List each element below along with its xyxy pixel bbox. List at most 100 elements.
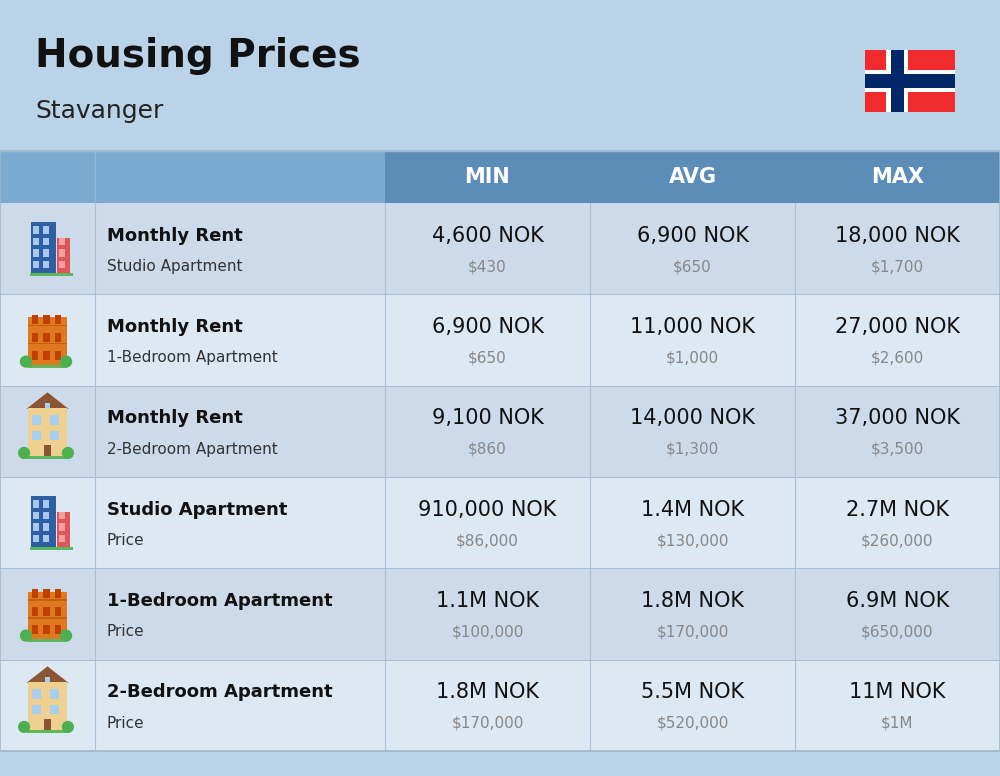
FancyBboxPatch shape [43, 400, 52, 411]
FancyBboxPatch shape [32, 415, 41, 424]
FancyBboxPatch shape [59, 261, 65, 268]
FancyBboxPatch shape [27, 730, 68, 733]
FancyBboxPatch shape [0, 477, 1000, 568]
FancyBboxPatch shape [43, 261, 49, 268]
Text: $86,000: $86,000 [456, 533, 519, 548]
Bar [0, 151, 1000, 751]
Polygon shape [26, 393, 68, 409]
Text: $100,000: $100,000 [451, 625, 524, 639]
FancyBboxPatch shape [30, 547, 73, 550]
FancyBboxPatch shape [0, 568, 1000, 660]
FancyBboxPatch shape [59, 512, 65, 519]
FancyBboxPatch shape [59, 523, 65, 531]
Text: Monthly Rent: Monthly Rent [107, 227, 243, 244]
FancyBboxPatch shape [31, 496, 56, 548]
FancyBboxPatch shape [45, 677, 50, 683]
FancyBboxPatch shape [33, 501, 39, 508]
FancyBboxPatch shape [32, 333, 38, 342]
FancyBboxPatch shape [32, 431, 41, 440]
FancyBboxPatch shape [0, 660, 1000, 751]
FancyBboxPatch shape [59, 249, 65, 257]
Text: 2-Bedroom Apartment: 2-Bedroom Apartment [107, 442, 278, 457]
FancyBboxPatch shape [33, 523, 39, 531]
Text: $170,000: $170,000 [451, 715, 524, 731]
FancyBboxPatch shape [0, 203, 1000, 294]
Text: 1.8M NOK: 1.8M NOK [436, 682, 539, 702]
Text: $650: $650 [673, 259, 712, 274]
Text: 2.7M NOK: 2.7M NOK [846, 500, 949, 520]
FancyBboxPatch shape [33, 535, 39, 542]
FancyBboxPatch shape [0, 386, 1000, 477]
FancyBboxPatch shape [25, 635, 27, 641]
FancyBboxPatch shape [28, 617, 67, 618]
Text: Stavanger: Stavanger [35, 99, 163, 123]
Circle shape [20, 356, 31, 367]
Text: $650,000: $650,000 [861, 625, 934, 639]
Text: AVG: AVG [669, 167, 717, 187]
FancyBboxPatch shape [32, 705, 41, 715]
Text: $1M: $1M [881, 715, 914, 731]
FancyBboxPatch shape [33, 249, 39, 257]
FancyBboxPatch shape [59, 535, 65, 542]
Text: 1-Bedroom Apartment: 1-Bedroom Apartment [107, 592, 333, 610]
Text: $1,000: $1,000 [666, 351, 719, 365]
FancyBboxPatch shape [865, 74, 955, 88]
FancyBboxPatch shape [43, 625, 50, 635]
Circle shape [62, 448, 73, 459]
FancyBboxPatch shape [25, 361, 27, 367]
FancyBboxPatch shape [55, 607, 61, 616]
FancyBboxPatch shape [385, 151, 1000, 203]
FancyBboxPatch shape [23, 452, 25, 459]
FancyBboxPatch shape [33, 261, 39, 268]
Text: Studio Apartment: Studio Apartment [107, 259, 242, 274]
Text: $1,300: $1,300 [666, 442, 719, 457]
Text: 910,000 NOK: 910,000 NOK [418, 500, 557, 520]
Text: 14,000 NOK: 14,000 NOK [630, 408, 755, 428]
FancyBboxPatch shape [57, 512, 70, 548]
FancyBboxPatch shape [28, 639, 67, 642]
FancyBboxPatch shape [28, 408, 67, 457]
Text: Housing Prices: Housing Prices [35, 37, 361, 75]
FancyBboxPatch shape [43, 315, 50, 324]
FancyBboxPatch shape [43, 674, 52, 684]
FancyBboxPatch shape [32, 351, 38, 360]
Text: $520,000: $520,000 [656, 715, 729, 731]
Circle shape [19, 722, 30, 733]
FancyBboxPatch shape [33, 512, 39, 519]
FancyBboxPatch shape [43, 249, 49, 257]
FancyBboxPatch shape [43, 512, 49, 519]
Text: $170,000: $170,000 [656, 625, 729, 639]
FancyBboxPatch shape [27, 456, 68, 459]
FancyBboxPatch shape [67, 452, 69, 459]
FancyBboxPatch shape [0, 294, 1000, 386]
FancyBboxPatch shape [43, 589, 50, 598]
FancyBboxPatch shape [865, 70, 955, 92]
Text: 2-Bedroom Apartment: 2-Bedroom Apartment [107, 684, 333, 702]
Text: 27,000 NOK: 27,000 NOK [835, 317, 960, 337]
Text: 9,100 NOK: 9,100 NOK [432, 408, 543, 428]
FancyBboxPatch shape [45, 403, 50, 409]
Text: Monthly Rent: Monthly Rent [107, 409, 243, 428]
FancyBboxPatch shape [57, 238, 70, 274]
Text: $650: $650 [468, 351, 507, 365]
FancyBboxPatch shape [50, 689, 59, 698]
FancyBboxPatch shape [32, 315, 38, 324]
FancyBboxPatch shape [33, 238, 39, 245]
FancyBboxPatch shape [50, 431, 59, 440]
FancyBboxPatch shape [891, 50, 904, 112]
FancyBboxPatch shape [28, 682, 67, 731]
Text: MIN: MIN [465, 167, 510, 187]
Text: 37,000 NOK: 37,000 NOK [835, 408, 960, 428]
Circle shape [19, 448, 30, 459]
FancyBboxPatch shape [23, 726, 25, 733]
FancyBboxPatch shape [43, 238, 49, 245]
FancyBboxPatch shape [55, 333, 61, 342]
Text: 18,000 NOK: 18,000 NOK [835, 226, 960, 246]
FancyBboxPatch shape [43, 501, 49, 508]
FancyBboxPatch shape [67, 726, 69, 733]
Polygon shape [26, 667, 68, 683]
Text: 6,900 NOK: 6,900 NOK [432, 317, 544, 337]
FancyBboxPatch shape [65, 635, 67, 641]
Text: 11M NOK: 11M NOK [849, 682, 946, 702]
FancyBboxPatch shape [28, 324, 67, 327]
